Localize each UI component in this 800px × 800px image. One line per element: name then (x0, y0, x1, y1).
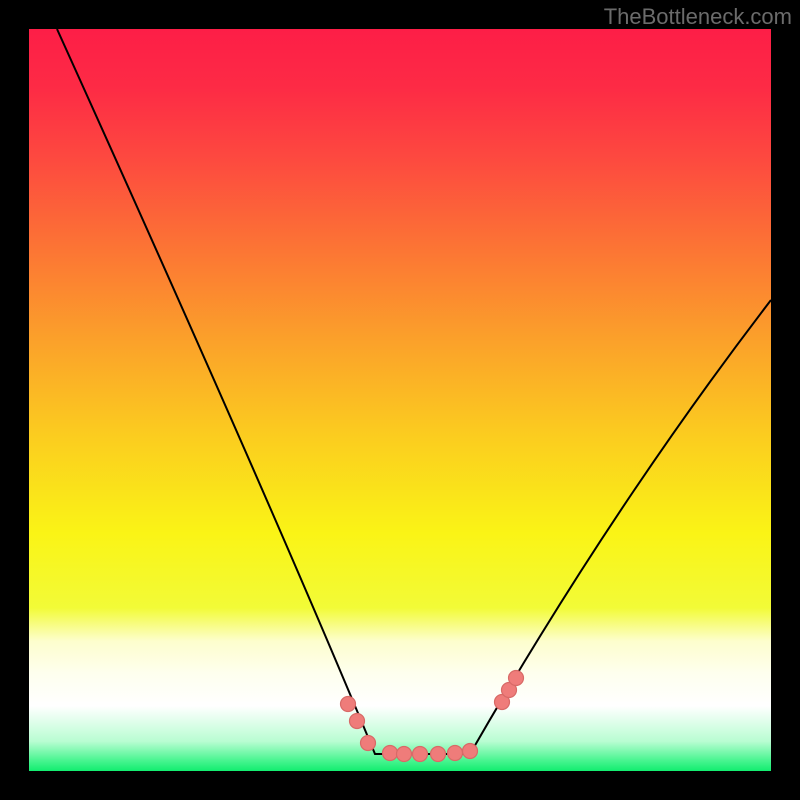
bottleneck-chart (0, 0, 800, 800)
curve-marker (463, 744, 478, 759)
curve-marker (448, 746, 463, 761)
curve-marker (431, 747, 446, 762)
gradient-background (29, 29, 771, 771)
stage: TheBottleneck.com (0, 0, 800, 800)
curve-marker (397, 747, 412, 762)
curve-marker (509, 671, 524, 686)
curve-marker (413, 747, 428, 762)
curve-marker (341, 697, 356, 712)
curve-marker (383, 746, 398, 761)
curve-marker (361, 736, 376, 751)
curve-marker (350, 714, 365, 729)
